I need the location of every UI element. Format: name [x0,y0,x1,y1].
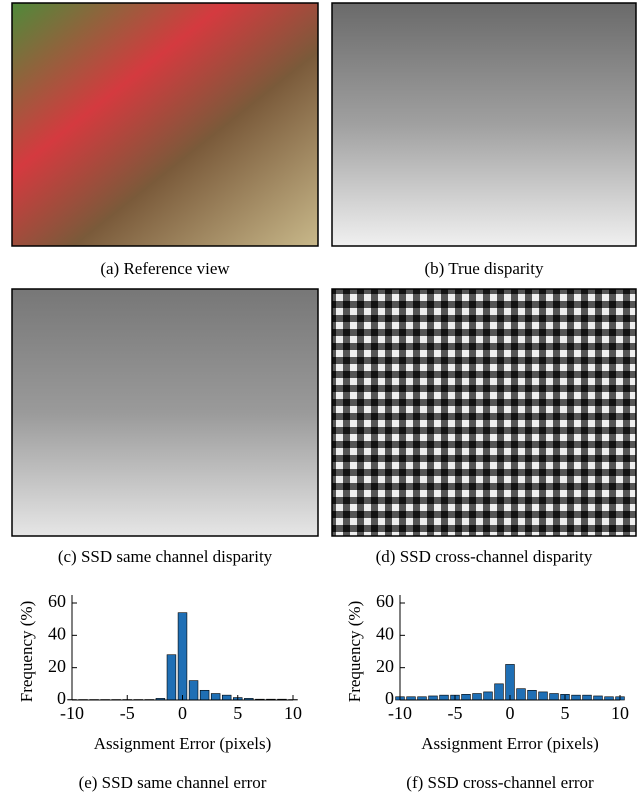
caption: (c) SSD same channel disparity [58,547,273,566]
y-tick-label: 60 [376,591,394,611]
bar [440,695,449,700]
y-tick-label: 20 [48,656,66,676]
bar [539,692,548,700]
x-tick-label: -10 [60,703,84,723]
x-tick-label: -10 [388,703,412,723]
x-axis-label: Assignment Error (pixels) [421,734,599,753]
x-tick-label: 5 [561,703,570,723]
bar [462,694,471,700]
x-tick-label: -5 [120,703,135,723]
bar [211,694,220,700]
image-ssd-cross [332,289,636,536]
bar [178,613,187,700]
bar [189,681,198,700]
caption: (e) SSD same channel error [79,773,267,792]
bar [473,694,482,700]
bar [506,664,515,700]
y-tick-label: 20 [376,656,394,676]
y-axis-label: Frequency (%) [17,601,36,703]
bar [429,696,438,700]
y-axis-label: Frequency (%) [345,601,364,703]
bar [495,684,504,700]
bar [222,695,231,700]
x-tick-label: 0 [178,703,187,723]
y-tick-label: 40 [376,623,394,643]
bar [550,694,559,700]
bar [583,695,592,700]
page: (a) Reference view (b) True disparity (c… [0,0,641,797]
x-tick-label: 10 [611,703,629,723]
image-ssd-same [12,289,318,536]
x-tick-label: -5 [448,703,463,723]
bar [594,696,603,700]
caption: (f) SSD cross-channel error [406,773,594,792]
bar [572,695,581,700]
bar [484,692,493,700]
image-reference [12,3,318,246]
y-tick-label: 40 [48,623,66,643]
bar [167,655,176,700]
x-tick-label: 10 [284,703,302,723]
bar [517,689,526,700]
y-tick-label: 60 [48,591,66,611]
image-true-disparity [332,3,636,246]
figure: (a) Reference view (b) True disparity (c… [0,0,641,797]
caption: (a) Reference view [100,259,230,278]
caption: (b) True disparity [425,259,545,278]
x-tick-label: 0 [506,703,515,723]
x-axis-label: Assignment Error (pixels) [94,734,272,753]
caption: (d) SSD cross-channel disparity [376,547,593,566]
x-tick-label: 5 [233,703,242,723]
bar [200,690,209,700]
bar [528,690,537,700]
